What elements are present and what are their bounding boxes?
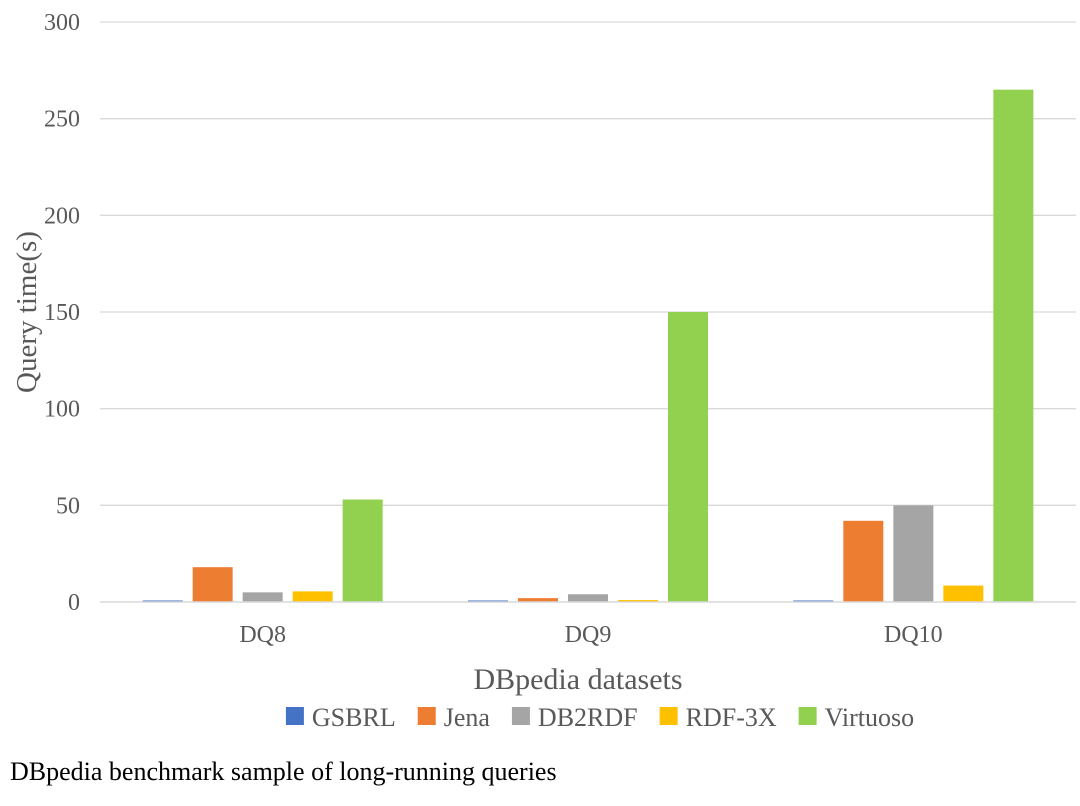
legend-swatch xyxy=(417,707,436,725)
y-tick-label: 100 xyxy=(44,397,80,423)
x-tick-label: DQ8 xyxy=(239,622,286,648)
bar-virtuoso-dq10 xyxy=(993,89,1034,602)
legend-swatch xyxy=(511,707,530,725)
bar-jena-dq10 xyxy=(843,520,884,602)
bar-jena-dq8 xyxy=(192,567,233,602)
legend-swatch xyxy=(798,707,817,725)
x-axis-label: DBpedia datasets xyxy=(473,663,682,696)
y-tick-label: 50 xyxy=(56,493,80,519)
bar-rdf-3x-dq10 xyxy=(943,585,984,602)
bar-db2rdf-dq10 xyxy=(893,505,934,602)
y-tick-label: 0 xyxy=(68,590,80,616)
y-tick-label: 200 xyxy=(44,203,80,229)
legend-swatch xyxy=(659,707,678,725)
y-tick-label: 150 xyxy=(44,300,80,326)
x-tick-label: DQ10 xyxy=(884,622,943,648)
legend-item-virtuoso: Virtuoso xyxy=(798,703,914,732)
legend-item-gsbrl: GSBRL xyxy=(285,703,396,732)
legend-swatch xyxy=(285,707,304,725)
legend-item-jena: Jena xyxy=(417,703,491,732)
legend-label: Jena xyxy=(444,703,491,732)
legend: GSBRL Jena DB2RDF RDF-3X Virtuoso xyxy=(285,703,914,732)
bar-jena-dq9 xyxy=(518,598,558,602)
bar-rdf-3x-dq8 xyxy=(292,591,333,602)
legend-item-rdf-3x: RDF-3X xyxy=(659,703,777,732)
bar-db2rdf-dq9 xyxy=(568,594,608,602)
bar-chart: 0 50 100 150 200 250 300 DQ8 DQ9 DQ10 Query time… xyxy=(11,10,1076,732)
bar-db2rdf-dq8 xyxy=(242,592,283,602)
y-tick-label: 300 xyxy=(44,10,80,36)
legend-label: Virtuoso xyxy=(825,703,914,732)
gridlines xyxy=(100,21,1076,506)
y-axis-ticks: 0 50 100 150 200 250 300 xyxy=(44,10,80,616)
legend-label: GSBRL xyxy=(312,703,396,732)
y-tick-label: 250 xyxy=(44,107,80,133)
bar-rdf-3x-dq9 xyxy=(618,600,658,602)
legend-label: RDF-3X xyxy=(686,703,777,732)
legend-label: DB2RDF xyxy=(538,703,638,732)
bars xyxy=(142,89,1034,602)
bar-virtuoso-dq8 xyxy=(342,499,383,602)
x-tick-label: DQ9 xyxy=(565,622,612,648)
bar-virtuoso-dq9 xyxy=(668,312,708,602)
x-axis-ticks: DQ8 DQ9 DQ10 xyxy=(239,622,942,648)
figure-caption: DBpedia benchmark sample of long-running… xyxy=(10,757,557,786)
y-axis-label: Query time(s) xyxy=(11,231,43,393)
legend-item-db2rdf: DB2RDF xyxy=(511,703,638,732)
